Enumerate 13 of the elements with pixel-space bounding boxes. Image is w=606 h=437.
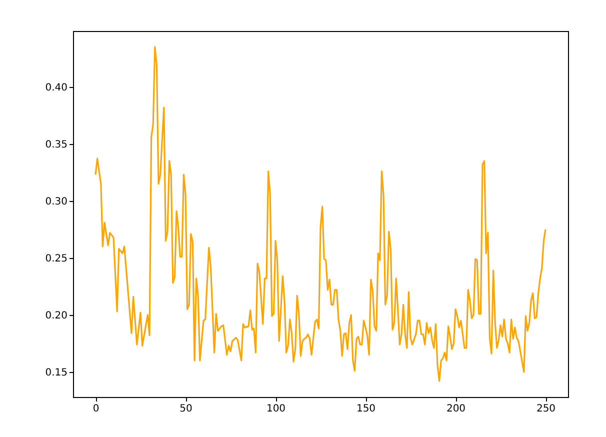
line-series [94, 46, 546, 382]
x-tick-label: 250 [536, 404, 556, 414]
y-tick-label: 0.25 [45, 253, 68, 264]
y-tick-label: 0.15 [45, 367, 68, 378]
x-tick-label: 100 [266, 404, 286, 414]
x-tick-label: 200 [446, 404, 466, 414]
y-tick-label: 0.40 [45, 82, 68, 94]
y-tick-label: 0.35 [45, 139, 68, 150]
y-tick-label: 0.20 [45, 310, 68, 322]
x-tick-label: 0 [92, 404, 100, 414]
x-tick-label: 50 [180, 404, 192, 414]
y-tick-label: 0.30 [45, 196, 68, 208]
x-tick-label: 150 [356, 404, 376, 414]
